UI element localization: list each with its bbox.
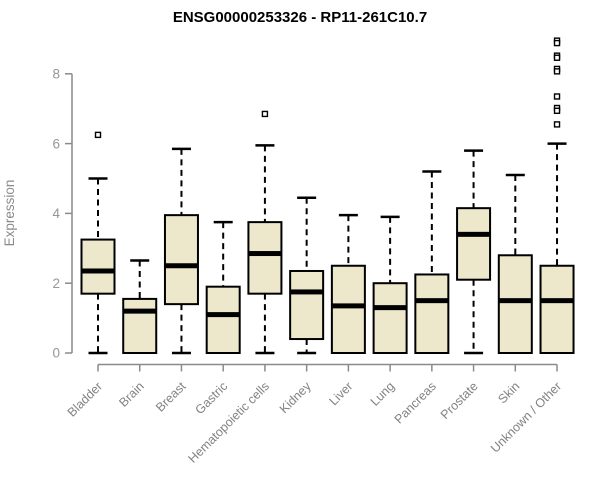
y-tick-label: 0 xyxy=(52,346,60,361)
box-iqr xyxy=(205,285,241,354)
x-category-label: Pancreas xyxy=(392,379,439,426)
box-iqr xyxy=(80,238,116,295)
x-category-label: Bladder xyxy=(65,379,105,419)
outlier-point xyxy=(261,110,269,118)
x-category-label: Skin xyxy=(495,379,522,406)
outlier-point xyxy=(553,107,561,114)
box-iqr xyxy=(163,214,199,306)
box-iqr xyxy=(414,273,450,355)
box-iqr xyxy=(372,282,408,355)
box-iqr xyxy=(247,221,283,295)
x-category-label: Kidney xyxy=(277,379,314,416)
y-axis-label: Expression xyxy=(2,180,17,247)
outlier-point xyxy=(553,121,561,128)
y-tick-label: 4 xyxy=(52,206,60,221)
x-category-label: Liver xyxy=(326,379,355,408)
y-tick-label: 8 xyxy=(52,67,60,82)
median-line xyxy=(81,268,115,274)
median-line xyxy=(206,312,240,318)
outlier-point xyxy=(94,131,102,139)
box-iqr xyxy=(330,264,366,354)
median-line xyxy=(498,298,532,304)
outlier-point xyxy=(553,93,561,100)
median-line xyxy=(290,289,324,295)
median-line xyxy=(373,305,407,311)
median-line xyxy=(123,308,157,314)
outlier-point xyxy=(553,68,561,75)
box-iqr xyxy=(456,207,492,281)
median-line xyxy=(331,303,365,309)
box-iqr xyxy=(497,254,533,354)
x-category-label: Lung xyxy=(368,379,398,409)
outlier-point xyxy=(553,54,561,61)
x-category-label: Breast xyxy=(153,379,189,415)
outlier-point xyxy=(553,39,561,47)
x-category-label: Prostate xyxy=(438,379,481,422)
box-iqr xyxy=(539,264,575,354)
y-tick-label: 2 xyxy=(52,276,60,291)
median-line xyxy=(164,263,198,269)
x-category-label: Brain xyxy=(116,379,147,410)
y-tick-label: 6 xyxy=(52,136,60,151)
x-category-label: Gastric xyxy=(192,379,230,417)
x-category-label: Hematopoietic cells xyxy=(185,379,272,466)
median-line xyxy=(540,298,574,304)
x-category-label: Unknown / Other xyxy=(488,379,564,455)
box-iqr xyxy=(289,269,325,341)
chart-title: ENSG00000253326 - RP11-261C10.7 xyxy=(172,9,428,26)
median-line xyxy=(248,251,282,257)
median-line xyxy=(415,298,449,304)
box-iqr xyxy=(122,297,158,354)
median-line xyxy=(457,231,491,237)
